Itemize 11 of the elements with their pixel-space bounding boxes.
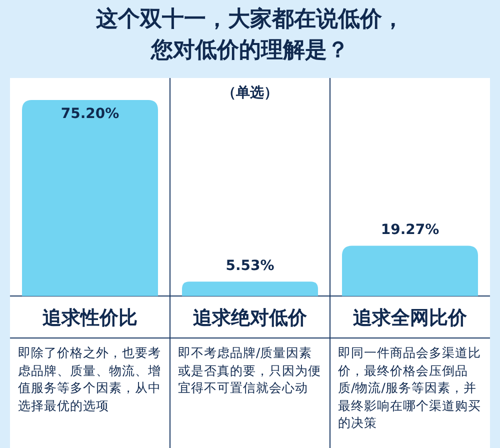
annotation: 即同一件商品会多渠道比价，最终价格会压倒品质/物流/服务等因素，并最终影响在哪个渠道购买的决策 (338, 344, 482, 432)
category: 追求全网比价 (352, 306, 468, 331)
value-label: 75.20% (60, 106, 120, 122)
value-label: 19.27% (380, 222, 440, 238)
category: 追求性价比 (42, 306, 138, 331)
title: 这个双十一，大家都在说低价，您对低价的理解是？ (95, 6, 405, 65)
subtitle: （单选） (221, 84, 279, 102)
annotation: 即不考虑品牌/质量因素或是否真的要，只因为便宜得不可置信就会心动 (178, 344, 322, 396)
annotation: 即除了价格之外，也要考虑品牌、质量、物流、增值服务等多个因素，从中选择最优的选项 (18, 344, 162, 414)
category: 追求绝对低价 (192, 306, 308, 331)
value-label: 5.53% (224, 258, 276, 274)
